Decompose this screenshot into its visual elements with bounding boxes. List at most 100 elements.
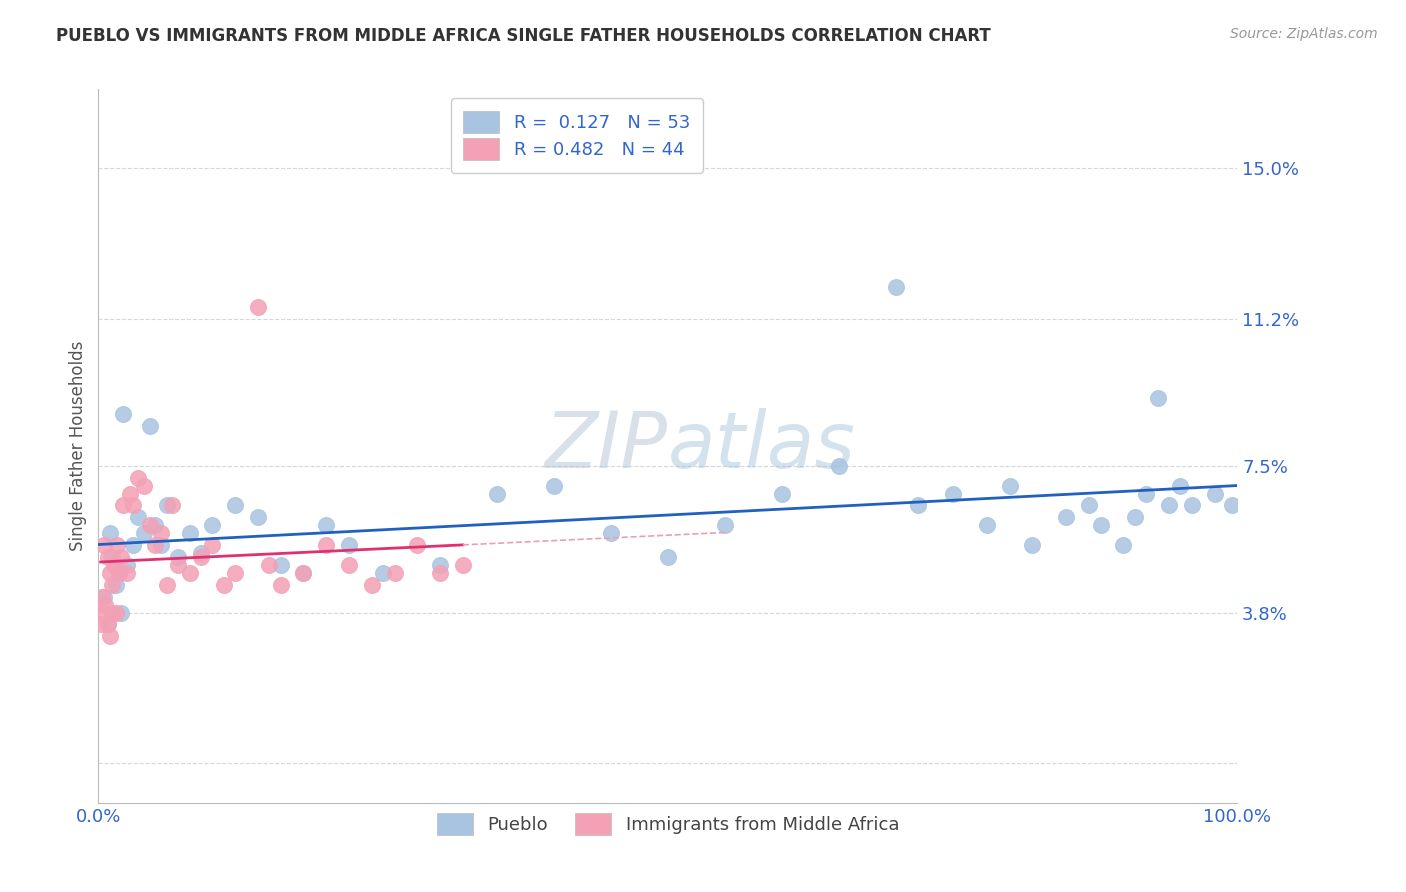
Point bbox=[1135, 486, 1157, 500]
Legend: Pueblo, Immigrants from Middle Africa: Pueblo, Immigrants from Middle Africa bbox=[427, 804, 908, 844]
Point bbox=[1123, 510, 1146, 524]
Point bbox=[98, 566, 121, 580]
Point bbox=[292, 566, 315, 580]
Point bbox=[132, 526, 155, 541]
Point bbox=[201, 538, 224, 552]
Point bbox=[600, 526, 623, 541]
Point bbox=[828, 458, 851, 473]
Point bbox=[105, 538, 128, 552]
Point bbox=[120, 486, 142, 500]
Point bbox=[998, 478, 1021, 492]
Point bbox=[145, 538, 167, 552]
Point bbox=[127, 510, 149, 524]
Point bbox=[96, 617, 118, 632]
Point bbox=[942, 486, 965, 500]
Point bbox=[1090, 518, 1112, 533]
Point bbox=[337, 558, 360, 572]
Point bbox=[224, 499, 246, 513]
Point bbox=[212, 578, 235, 592]
Point bbox=[190, 549, 212, 564]
Point bbox=[1021, 538, 1043, 552]
Point bbox=[246, 300, 269, 314]
Point bbox=[167, 558, 190, 572]
Point bbox=[224, 566, 246, 580]
Point bbox=[132, 478, 155, 492]
Text: PUEBLO VS IMMIGRANTS FROM MIDDLE AFRICA SINGLE FATHER HOUSEHOLDS CORRELATION CHA: PUEBLO VS IMMIGRANTS FROM MIDDLE AFRICA … bbox=[56, 27, 991, 45]
Point bbox=[384, 566, 406, 580]
Point bbox=[1170, 478, 1192, 492]
Point bbox=[90, 590, 112, 604]
Point bbox=[138, 518, 160, 533]
Point bbox=[406, 538, 429, 552]
Point bbox=[1146, 392, 1168, 406]
Point bbox=[98, 526, 121, 541]
Point bbox=[150, 526, 173, 541]
Point bbox=[138, 419, 160, 434]
Point bbox=[907, 499, 929, 513]
Point bbox=[162, 499, 184, 513]
Point bbox=[201, 518, 224, 533]
Point bbox=[179, 526, 201, 541]
Point bbox=[292, 566, 315, 580]
Point bbox=[101, 606, 124, 620]
Point bbox=[150, 538, 173, 552]
Point bbox=[770, 486, 793, 500]
Point bbox=[115, 558, 138, 572]
Text: atlas: atlas bbox=[668, 408, 856, 484]
Text: Source: ZipAtlas.com: Source: ZipAtlas.com bbox=[1230, 27, 1378, 41]
Point bbox=[1220, 499, 1243, 513]
Point bbox=[145, 518, 167, 533]
Point bbox=[451, 558, 474, 572]
Point bbox=[103, 558, 125, 572]
Point bbox=[93, 606, 115, 620]
Point bbox=[246, 510, 269, 524]
Point bbox=[108, 566, 131, 580]
Point bbox=[429, 566, 451, 580]
Point bbox=[115, 566, 138, 580]
Point bbox=[371, 566, 394, 580]
Point bbox=[112, 499, 135, 513]
Point bbox=[315, 538, 337, 552]
Point bbox=[156, 499, 179, 513]
Point bbox=[112, 407, 135, 421]
Point bbox=[1056, 510, 1078, 524]
Point bbox=[1078, 499, 1101, 513]
Point bbox=[94, 598, 117, 612]
Point bbox=[93, 538, 115, 552]
Point bbox=[1204, 486, 1226, 500]
Point bbox=[98, 629, 121, 643]
Point bbox=[156, 578, 179, 592]
Point bbox=[110, 606, 132, 620]
Point bbox=[93, 590, 115, 604]
Point bbox=[1112, 538, 1135, 552]
Point bbox=[90, 617, 112, 632]
Point bbox=[270, 578, 292, 592]
Point bbox=[259, 558, 281, 572]
Point bbox=[110, 549, 132, 564]
Point bbox=[429, 558, 451, 572]
Point bbox=[360, 578, 382, 592]
Point bbox=[101, 549, 124, 564]
Point bbox=[486, 486, 509, 500]
Point bbox=[714, 518, 737, 533]
Y-axis label: Single Father Households: Single Father Households bbox=[69, 341, 87, 551]
Point bbox=[179, 566, 201, 580]
Point bbox=[657, 549, 679, 564]
Point bbox=[884, 280, 907, 294]
Point bbox=[121, 499, 143, 513]
Point bbox=[101, 578, 124, 592]
Point bbox=[315, 518, 337, 533]
Point bbox=[104, 606, 127, 620]
Point bbox=[96, 617, 118, 632]
Point bbox=[121, 538, 143, 552]
Point bbox=[167, 549, 190, 564]
Point bbox=[104, 578, 127, 592]
Point bbox=[108, 566, 131, 580]
Point bbox=[543, 478, 565, 492]
Point bbox=[976, 518, 998, 533]
Point bbox=[337, 538, 360, 552]
Point bbox=[127, 471, 149, 485]
Text: ZIP: ZIP bbox=[546, 408, 668, 484]
Point bbox=[190, 546, 212, 560]
Point bbox=[96, 549, 118, 564]
